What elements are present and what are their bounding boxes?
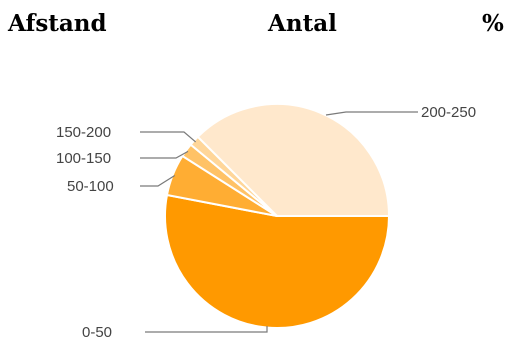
slice-labels: 0-50 50-100 100-150 150-200 200-250 bbox=[56, 104, 476, 341]
leader-line-150-200 bbox=[140, 131, 197, 143]
leader-lines bbox=[140, 111, 418, 333]
leader-line-100-150 bbox=[140, 150, 189, 159]
column-header-percent: % bbox=[482, 10, 504, 37]
column-header-antal: Antal bbox=[268, 10, 337, 37]
column-header-afstand: Afstand bbox=[8, 10, 107, 37]
leader-line-200-250 bbox=[325, 111, 418, 116]
slice-label-100-150: 100-150 bbox=[56, 150, 111, 167]
leader-line-0-50 bbox=[145, 326, 268, 333]
slice-label-150-200: 150-200 bbox=[56, 124, 111, 141]
slice-label-0-50: 0-50 bbox=[82, 324, 112, 341]
leader-line-50-100 bbox=[140, 174, 176, 187]
slice-label-200-250: 200-250 bbox=[421, 104, 476, 121]
pie-slices bbox=[164, 103, 391, 329]
table-header: Afstand Antal % bbox=[0, 10, 509, 44]
slice-label-50-100: 50-100 bbox=[67, 178, 114, 195]
pie-slice-200-250 bbox=[196, 103, 391, 217]
